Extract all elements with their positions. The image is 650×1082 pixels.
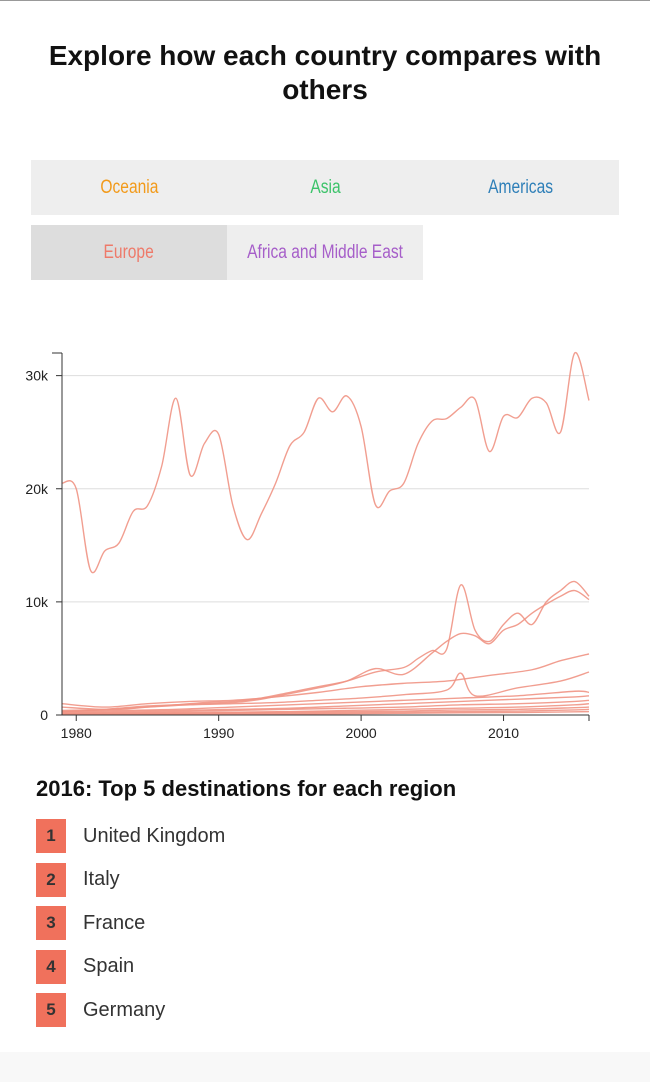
list-item[interactable]: 2 Italy bbox=[36, 862, 225, 897]
y-tick-label: 20k bbox=[25, 481, 49, 497]
y-tick-label: 10k bbox=[25, 594, 49, 610]
page-title: Explore how each country compares with o… bbox=[48, 40, 602, 105]
tab-row-1: Oceania Asia Americas bbox=[31, 160, 619, 215]
series-line-4[interactable] bbox=[61, 653, 590, 708]
rank-badge: 5 bbox=[36, 993, 66, 1027]
tab-row-2: Europe Africa and Middle East bbox=[31, 225, 619, 280]
series-line-3[interactable] bbox=[61, 589, 590, 713]
tab-label: Asia bbox=[309, 176, 341, 198]
series-line-6[interactable] bbox=[61, 690, 590, 713]
grid-lines bbox=[62, 375, 589, 603]
axes: 0 10k 20k 30k 1980 1990 2000 2010 bbox=[25, 352, 590, 741]
destination-name: France bbox=[83, 911, 146, 934]
list-item[interactable]: 4 Spain bbox=[36, 949, 225, 984]
tab-africa-middle-east[interactable]: Africa and Middle East bbox=[227, 225, 423, 280]
destination-name: Germany bbox=[83, 998, 166, 1021]
tab-label: Americas bbox=[488, 176, 554, 198]
series-line-5[interactable] bbox=[61, 671, 590, 711]
tab-label: Oceania bbox=[99, 176, 159, 198]
destination-name: United Kingdom bbox=[83, 824, 226, 847]
series-lines bbox=[61, 352, 590, 716]
line-chart: 0 10k 20k 30k 1980 1990 2000 2010 bbox=[25, 352, 590, 741]
series-line-8[interactable] bbox=[61, 699, 590, 714]
list-item[interactable]: 1 United Kingdom bbox=[36, 819, 225, 853]
x-tick-label: 1980 bbox=[61, 725, 92, 741]
rank-badge: 1 bbox=[36, 819, 66, 853]
list-item[interactable]: 3 France bbox=[36, 906, 225, 940]
tab-americas[interactable]: Americas bbox=[423, 160, 619, 215]
rank-badge: 4 bbox=[36, 949, 66, 984]
tab-asia[interactable]: Asia bbox=[227, 160, 423, 215]
y-tick-label: 30k bbox=[25, 368, 49, 384]
tab-oceania[interactable]: Oceania bbox=[31, 160, 227, 215]
series-line-1[interactable] bbox=[61, 352, 590, 574]
tab-label: Africa and Middle East bbox=[247, 241, 403, 263]
x-tick-label: 1990 bbox=[203, 725, 234, 741]
tab-europe[interactable]: Europe bbox=[31, 225, 227, 280]
x-tick-label: 2000 bbox=[346, 725, 377, 741]
rank-badge: 3 bbox=[36, 906, 66, 940]
footer-bar bbox=[0, 1052, 650, 1082]
destination-name: Italy bbox=[83, 868, 120, 890]
destination-name: Spain bbox=[83, 955, 135, 977]
region-tabs: Oceania Asia Americas Europe Africa and … bbox=[31, 160, 619, 280]
y-tick-label: 0 bbox=[40, 707, 48, 723]
top5-list: 1 United Kingdom 2 Italy 3 France 4 Spai… bbox=[36, 819, 225, 1037]
x-tick-label: 2010 bbox=[488, 725, 519, 741]
rank-badge: 2 bbox=[36, 862, 66, 897]
list-item[interactable]: 5 Germany bbox=[36, 993, 225, 1027]
series-line-7[interactable] bbox=[61, 695, 590, 714]
top5-title: 2016: Top 5 destinations for each region bbox=[36, 776, 457, 801]
tab-label: Europe bbox=[103, 241, 155, 263]
series-line-12[interactable] bbox=[61, 710, 590, 716]
